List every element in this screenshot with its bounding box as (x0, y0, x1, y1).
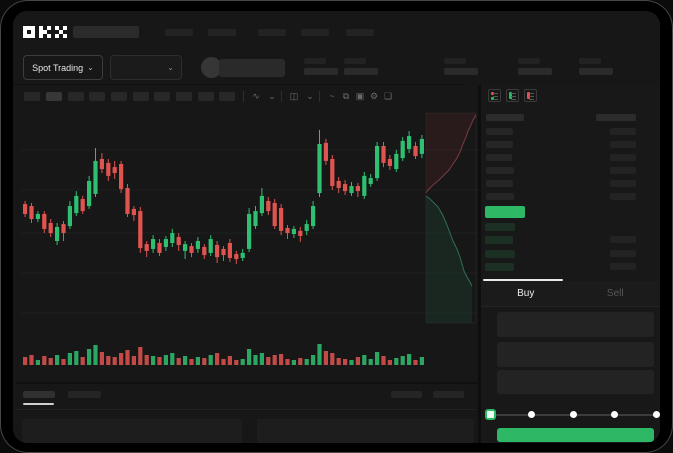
ask-row[interactable] (481, 193, 660, 203)
slider-stop-75[interactable] (611, 411, 618, 418)
nav-item-skeleton[interactable] (165, 29, 193, 36)
screenshot-icon[interactable]: ▣ (355, 91, 365, 101)
pair-dropdown[interactable]: ⌄ (110, 55, 182, 80)
price-input[interactable] (497, 312, 654, 337)
divider (281, 91, 282, 102)
nav-item-skeleton[interactable] (258, 29, 286, 36)
bottom-tab-underline (23, 403, 54, 405)
order-book-panel: Buy Sell (481, 85, 660, 443)
last-price-bar[interactable] (485, 206, 525, 218)
timeframe-pill[interactable] (111, 92, 127, 101)
book-view-bids-icon[interactable] (506, 89, 519, 102)
timeframe-pill[interactable] (176, 92, 192, 101)
header-search-skeleton[interactable] (73, 26, 139, 38)
submit-buy-button[interactable] (497, 428, 654, 442)
chevron-down-icon[interactable]: ⌄ (306, 91, 314, 101)
total-input[interactable] (497, 370, 654, 394)
nav-item-skeleton[interactable] (346, 29, 374, 36)
order-side-tabs: Buy Sell (481, 281, 660, 307)
chevron-down-icon[interactable]: ⌄ (268, 91, 276, 101)
bottom-action-skeleton[interactable] (391, 391, 422, 398)
pair-name-skeleton[interactable] (219, 59, 285, 77)
amount-input[interactable] (497, 342, 654, 367)
slider-stop-50[interactable] (569, 411, 577, 418)
slider-stop-100[interactable] (652, 411, 660, 418)
bid-row[interactable] (481, 223, 660, 233)
bottom-action-skeleton[interactable] (433, 391, 464, 398)
timeframe-pill-active[interactable] (46, 92, 62, 101)
slider-stop-25[interactable] (528, 411, 535, 418)
divider (16, 409, 476, 410)
market-type-label: Spot Trading (32, 62, 84, 73)
line-tool-icon[interactable]: ~ (329, 91, 335, 101)
okx-logo[interactable] (23, 25, 69, 39)
fullscreen-icon[interactable]: ❏ (383, 91, 393, 101)
price-chart-svg[interactable] (21, 106, 481, 371)
candle-style-icon[interactable]: ◫ (289, 91, 299, 101)
orders-table-skeleton (257, 419, 474, 443)
bid-row[interactable] (481, 236, 660, 246)
coin-icon (201, 57, 222, 78)
timeframe-pill[interactable] (133, 92, 149, 101)
book-view-combined-icon[interactable] (488, 89, 501, 102)
divider (478, 85, 481, 443)
nav-item-skeleton[interactable] (301, 29, 329, 36)
book-price-header-skeleton (486, 114, 524, 121)
chevron-down-icon: ⌄ (87, 62, 94, 72)
divider (319, 91, 320, 102)
ask-row[interactable] (481, 141, 660, 151)
bottom-tab-active-skeleton[interactable] (23, 391, 55, 398)
divider (13, 84, 464, 85)
divider (16, 382, 478, 384)
timeframe-pill[interactable] (24, 92, 40, 101)
draw-tool-icon[interactable]: ⧉ (342, 91, 350, 101)
timeframe-pill[interactable] (68, 92, 84, 101)
ask-row[interactable] (481, 128, 660, 138)
bid-row[interactable] (481, 249, 660, 260)
ask-row[interactable] (481, 154, 660, 164)
bottom-tab-skeleton[interactable] (68, 391, 101, 398)
slider-stop-0[interactable] (484, 409, 496, 420)
app-screen: Spot Trading ⌄ ⌄ ∿ ⌄ (13, 11, 660, 443)
ask-row[interactable] (481, 180, 660, 190)
timeframe-pill[interactable] (89, 92, 105, 101)
ask-row[interactable] (481, 167, 660, 177)
timeframe-pill[interactable] (219, 92, 235, 101)
active-tab-indicator (483, 279, 563, 281)
timeframe-pill[interactable] (198, 92, 214, 101)
divider (243, 91, 244, 102)
bid-row[interactable] (481, 262, 660, 273)
book-amount-header-skeleton (596, 114, 636, 121)
book-view-asks-icon[interactable] (524, 89, 537, 102)
indicator-icon[interactable]: ∿ (252, 91, 260, 101)
orders-table-skeleton (22, 419, 242, 443)
tab-buy[interactable]: Buy (517, 288, 535, 299)
tab-sell[interactable]: Sell (606, 288, 624, 299)
nav-item-skeleton[interactable] (208, 29, 236, 36)
settings-icon[interactable]: ⚙ (369, 91, 379, 101)
market-type-dropdown[interactable]: Spot Trading ⌄ (23, 55, 103, 80)
timeframe-pill[interactable] (154, 92, 170, 101)
chevron-down-icon: ⌄ (167, 63, 174, 72)
